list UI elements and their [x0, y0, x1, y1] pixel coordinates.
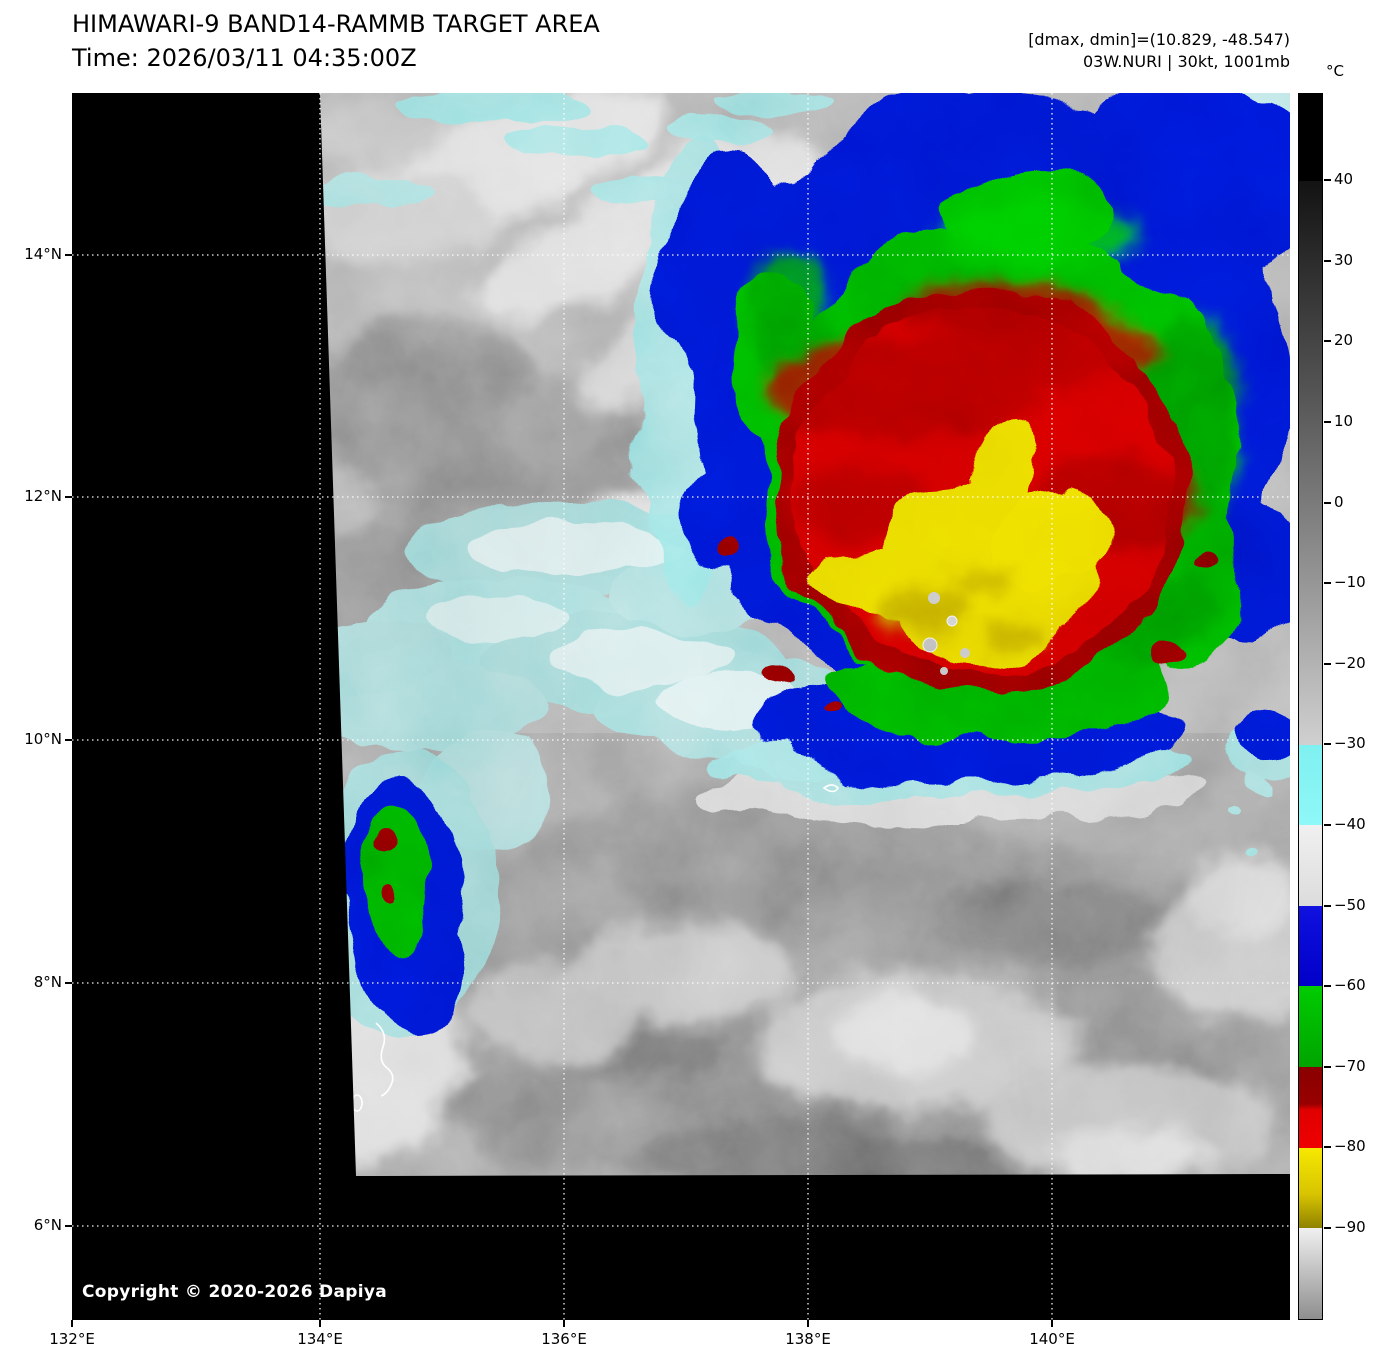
colorbar-tick-mark: [1324, 1146, 1331, 1148]
x-axis-label: 140°E: [1029, 1330, 1075, 1348]
colorbar-tick-label: −60: [1334, 976, 1366, 994]
copyright-text: Copyright © 2020-2026 Dapiya: [82, 1282, 387, 1302]
colorbar-tick-mark: [1324, 582, 1331, 584]
y-axis-tick: [65, 254, 72, 256]
satellite-image: [72, 93, 1290, 1320]
colorbar-tick-label: 20: [1334, 331, 1354, 349]
x-axis-label: 134°E: [297, 1330, 343, 1348]
colorbar-tick-mark: [1324, 663, 1331, 665]
y-axis-tick: [65, 1225, 72, 1227]
colorbar-tick-mark: [1324, 905, 1331, 907]
y-axis-label: 14°N: [24, 245, 62, 263]
x-axis-label: 132°E: [49, 1330, 95, 1348]
colorbar-tick-mark: [1324, 1227, 1331, 1229]
x-axis-tick: [71, 1320, 73, 1327]
y-axis-tick: [65, 982, 72, 984]
storm-info: 03W.NURI | 30kt, 1001mb: [1082, 52, 1290, 71]
colorbar-tick-label: 10: [1334, 412, 1354, 430]
y-axis-label: 8°N: [33, 973, 62, 991]
colorbar-tick-mark: [1324, 824, 1331, 826]
y-axis-tick: [65, 739, 72, 741]
colorbar-gradient: [1298, 93, 1323, 1320]
colorbar-tick-mark: [1324, 743, 1331, 745]
x-axis-label: 136°E: [541, 1330, 587, 1348]
y-axis-label: 10°N: [24, 730, 62, 748]
colorbar-tick-label: 30: [1334, 251, 1354, 269]
x-axis-label: 138°E: [785, 1330, 831, 1348]
colorbar-tick-label: 0: [1334, 493, 1344, 511]
x-axis-tick: [563, 1320, 565, 1327]
y-axis-label: 12°N: [24, 487, 62, 505]
colorbar-tick-label: −90: [1334, 1218, 1366, 1236]
colorbar-tick-label: −80: [1334, 1137, 1366, 1155]
product-title: HIMAWARI-9 BAND14-RAMMB TARGET AREA: [72, 10, 600, 38]
x-axis-tick: [807, 1320, 809, 1327]
dmax-dmin-readout: [dmax, dmin]=(10.829, -48.547): [1028, 30, 1290, 49]
y-axis-tick: [65, 496, 72, 498]
colorbar-tick-mark: [1324, 985, 1331, 987]
colorbar-tick-mark: [1324, 502, 1331, 504]
satellite-map: Copyright © 2020-2026 Dapiya: [72, 93, 1290, 1320]
colorbar-tick-label: −70: [1334, 1057, 1366, 1075]
colorbar-tick-label: −50: [1334, 896, 1366, 914]
colorbar-tick-label: −30: [1334, 734, 1366, 752]
y-axis-label: 6°N: [33, 1216, 62, 1234]
colorbar-tick-mark: [1324, 1066, 1331, 1068]
colorbar-unit-label: °C: [1326, 62, 1344, 80]
colorbar-tick-label: 40: [1334, 170, 1354, 188]
x-axis-tick: [319, 1320, 321, 1327]
colorbar-tick-label: −40: [1334, 815, 1366, 833]
colorbar-tick-mark: [1324, 340, 1331, 342]
x-axis-tick: [1051, 1320, 1053, 1327]
colorbar-tick-label: −10: [1334, 573, 1366, 591]
colorbar-tick-mark: [1324, 421, 1331, 423]
graticule: [72, 93, 1290, 1320]
data-swath: [320, 93, 1290, 1176]
colorbar-tick-mark: [1324, 179, 1331, 181]
colorbar-tick-label: −20: [1334, 654, 1366, 672]
product-time: Time: 2026/03/11 04:35:00Z: [72, 44, 417, 72]
colorbar-tick-mark: [1324, 260, 1331, 262]
